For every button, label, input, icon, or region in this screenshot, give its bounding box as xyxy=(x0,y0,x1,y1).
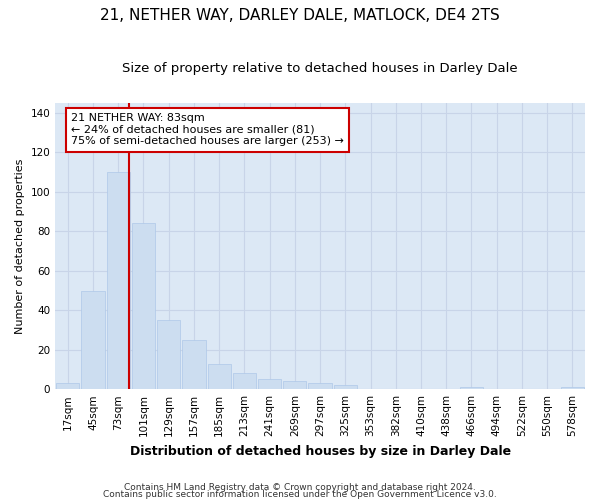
Bar xyxy=(283,382,307,389)
Bar xyxy=(56,384,79,389)
Text: 21, NETHER WAY, DARLEY DALE, MATLOCK, DE4 2TS: 21, NETHER WAY, DARLEY DALE, MATLOCK, DE… xyxy=(100,8,500,22)
Bar xyxy=(208,364,231,389)
Bar xyxy=(157,320,181,389)
Bar xyxy=(107,172,130,389)
Text: 21 NETHER WAY: 83sqm
← 24% of detached houses are smaller (81)
75% of semi-detac: 21 NETHER WAY: 83sqm ← 24% of detached h… xyxy=(71,113,344,146)
Text: Contains HM Land Registry data © Crown copyright and database right 2024.: Contains HM Land Registry data © Crown c… xyxy=(124,484,476,492)
Bar xyxy=(132,224,155,389)
Y-axis label: Number of detached properties: Number of detached properties xyxy=(15,158,25,334)
Bar xyxy=(561,387,584,389)
X-axis label: Distribution of detached houses by size in Darley Dale: Distribution of detached houses by size … xyxy=(130,444,511,458)
Bar xyxy=(233,374,256,389)
Bar xyxy=(182,340,206,389)
Bar xyxy=(334,385,357,389)
Text: Contains public sector information licensed under the Open Government Licence v3: Contains public sector information licen… xyxy=(103,490,497,499)
Bar xyxy=(308,384,332,389)
Bar xyxy=(460,387,483,389)
Title: Size of property relative to detached houses in Darley Dale: Size of property relative to detached ho… xyxy=(122,62,518,76)
Bar xyxy=(82,290,104,389)
Bar xyxy=(258,380,281,389)
